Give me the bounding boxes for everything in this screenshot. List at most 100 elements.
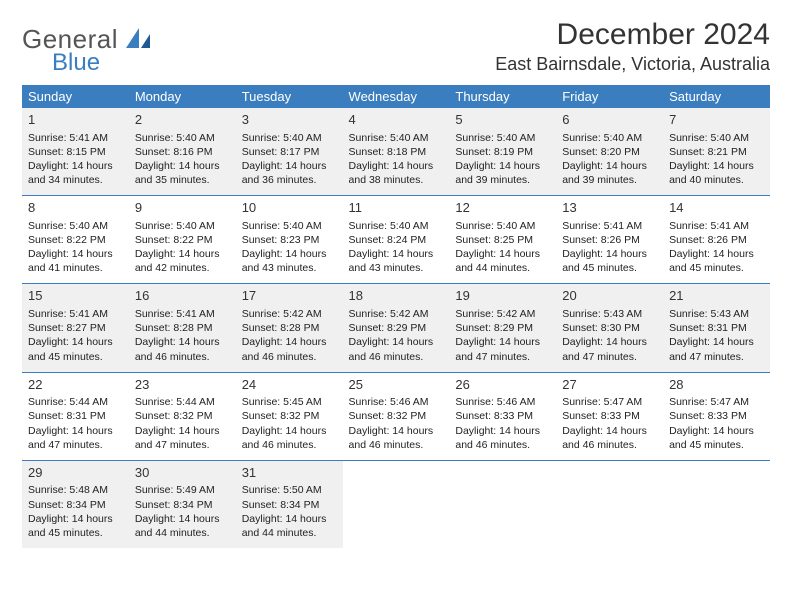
day-cell: 19Sunrise: 5:42 AMSunset: 8:29 PMDayligh… bbox=[449, 284, 556, 372]
day-cell: 29Sunrise: 5:48 AMSunset: 8:34 PMDayligh… bbox=[22, 460, 129, 548]
daylight-line: Daylight: 14 hours and 47 minutes. bbox=[562, 335, 657, 363]
sunset-line: Sunset: 8:33 PM bbox=[455, 409, 550, 423]
dow-friday: Friday bbox=[556, 85, 663, 108]
daylight-line: Daylight: 14 hours and 41 minutes. bbox=[28, 247, 123, 275]
sunrise-line: Sunrise: 5:42 AM bbox=[349, 307, 444, 321]
sunrise-line: Sunrise: 5:44 AM bbox=[135, 395, 230, 409]
day-cell: 7Sunrise: 5:40 AMSunset: 8:21 PMDaylight… bbox=[663, 108, 770, 196]
sunset-line: Sunset: 8:18 PM bbox=[349, 145, 444, 159]
sunset-line: Sunset: 8:20 PM bbox=[562, 145, 657, 159]
day-number: 19 bbox=[455, 287, 550, 305]
daylight-line: Daylight: 14 hours and 35 minutes. bbox=[135, 159, 230, 187]
dow-header-row: Sunday Monday Tuesday Wednesday Thursday… bbox=[22, 85, 770, 108]
sunset-line: Sunset: 8:21 PM bbox=[669, 145, 764, 159]
day-number: 10 bbox=[242, 199, 337, 217]
day-number: 1 bbox=[28, 111, 123, 129]
sunrise-line: Sunrise: 5:41 AM bbox=[28, 307, 123, 321]
day-cell: 15Sunrise: 5:41 AMSunset: 8:27 PMDayligh… bbox=[22, 284, 129, 372]
sunrise-line: Sunrise: 5:41 AM bbox=[669, 219, 764, 233]
day-cell: 23Sunrise: 5:44 AMSunset: 8:32 PMDayligh… bbox=[129, 372, 236, 460]
logo-sail-icon bbox=[126, 35, 152, 52]
sunrise-line: Sunrise: 5:40 AM bbox=[135, 219, 230, 233]
sunrise-line: Sunrise: 5:47 AM bbox=[562, 395, 657, 409]
day-number: 26 bbox=[455, 376, 550, 394]
sunset-line: Sunset: 8:15 PM bbox=[28, 145, 123, 159]
day-cell: 6Sunrise: 5:40 AMSunset: 8:20 PMDaylight… bbox=[556, 108, 663, 196]
dow-tuesday: Tuesday bbox=[236, 85, 343, 108]
dow-thursday: Thursday bbox=[449, 85, 556, 108]
sunset-line: Sunset: 8:28 PM bbox=[135, 321, 230, 335]
day-number: 2 bbox=[135, 111, 230, 129]
daylight-line: Daylight: 14 hours and 44 minutes. bbox=[455, 247, 550, 275]
week-row: 29Sunrise: 5:48 AMSunset: 8:34 PMDayligh… bbox=[22, 460, 770, 548]
daylight-line: Daylight: 14 hours and 43 minutes. bbox=[349, 247, 444, 275]
day-number: 28 bbox=[669, 376, 764, 394]
day-number: 25 bbox=[349, 376, 444, 394]
dow-wednesday: Wednesday bbox=[343, 85, 450, 108]
sunrise-line: Sunrise: 5:43 AM bbox=[669, 307, 764, 321]
day-cell: 14Sunrise: 5:41 AMSunset: 8:26 PMDayligh… bbox=[663, 196, 770, 284]
sunset-line: Sunset: 8:26 PM bbox=[562, 233, 657, 247]
day-number: 12 bbox=[455, 199, 550, 217]
day-number: 5 bbox=[455, 111, 550, 129]
sunset-line: Sunset: 8:22 PM bbox=[28, 233, 123, 247]
daylight-line: Daylight: 14 hours and 43 minutes. bbox=[242, 247, 337, 275]
sunset-line: Sunset: 8:33 PM bbox=[562, 409, 657, 423]
calendar-table: Sunday Monday Tuesday Wednesday Thursday… bbox=[22, 85, 770, 548]
day-cell: 17Sunrise: 5:42 AMSunset: 8:28 PMDayligh… bbox=[236, 284, 343, 372]
daylight-line: Daylight: 14 hours and 45 minutes. bbox=[669, 247, 764, 275]
sunset-line: Sunset: 8:30 PM bbox=[562, 321, 657, 335]
daylight-line: Daylight: 14 hours and 45 minutes. bbox=[28, 335, 123, 363]
sunrise-line: Sunrise: 5:48 AM bbox=[28, 483, 123, 497]
daylight-line: Daylight: 14 hours and 39 minutes. bbox=[455, 159, 550, 187]
daylight-line: Daylight: 14 hours and 45 minutes. bbox=[28, 512, 123, 540]
daylight-line: Daylight: 14 hours and 45 minutes. bbox=[669, 424, 764, 452]
day-cell: 21Sunrise: 5:43 AMSunset: 8:31 PMDayligh… bbox=[663, 284, 770, 372]
sunrise-line: Sunrise: 5:46 AM bbox=[349, 395, 444, 409]
day-number: 18 bbox=[349, 287, 444, 305]
day-number: 8 bbox=[28, 199, 123, 217]
sunset-line: Sunset: 8:16 PM bbox=[135, 145, 230, 159]
dow-sunday: Sunday bbox=[22, 85, 129, 108]
sunrise-line: Sunrise: 5:41 AM bbox=[562, 219, 657, 233]
week-row: 15Sunrise: 5:41 AMSunset: 8:27 PMDayligh… bbox=[22, 284, 770, 372]
sunrise-line: Sunrise: 5:40 AM bbox=[455, 131, 550, 145]
sunset-line: Sunset: 8:34 PM bbox=[242, 498, 337, 512]
sunset-line: Sunset: 8:27 PM bbox=[28, 321, 123, 335]
daylight-line: Daylight: 14 hours and 46 minutes. bbox=[349, 424, 444, 452]
sunset-line: Sunset: 8:32 PM bbox=[242, 409, 337, 423]
day-cell: 25Sunrise: 5:46 AMSunset: 8:32 PMDayligh… bbox=[343, 372, 450, 460]
sunset-line: Sunset: 8:31 PM bbox=[669, 321, 764, 335]
daylight-line: Daylight: 14 hours and 38 minutes. bbox=[349, 159, 444, 187]
day-cell: 16Sunrise: 5:41 AMSunset: 8:28 PMDayligh… bbox=[129, 284, 236, 372]
day-number: 22 bbox=[28, 376, 123, 394]
day-number: 7 bbox=[669, 111, 764, 129]
day-number: 4 bbox=[349, 111, 444, 129]
daylight-line: Daylight: 14 hours and 40 minutes. bbox=[669, 159, 764, 187]
day-number: 6 bbox=[562, 111, 657, 129]
day-number: 13 bbox=[562, 199, 657, 217]
sunset-line: Sunset: 8:25 PM bbox=[455, 233, 550, 247]
daylight-line: Daylight: 14 hours and 36 minutes. bbox=[242, 159, 337, 187]
day-cell: 27Sunrise: 5:47 AMSunset: 8:33 PMDayligh… bbox=[556, 372, 663, 460]
sunset-line: Sunset: 8:31 PM bbox=[28, 409, 123, 423]
sunrise-line: Sunrise: 5:44 AM bbox=[28, 395, 123, 409]
day-cell: 3Sunrise: 5:40 AMSunset: 8:17 PMDaylight… bbox=[236, 108, 343, 196]
sunset-line: Sunset: 8:23 PM bbox=[242, 233, 337, 247]
header: General Blue December 2024 East Bairnsda… bbox=[22, 18, 770, 77]
day-cell: 28Sunrise: 5:47 AMSunset: 8:33 PMDayligh… bbox=[663, 372, 770, 460]
day-number: 27 bbox=[562, 376, 657, 394]
daylight-line: Daylight: 14 hours and 47 minutes. bbox=[135, 424, 230, 452]
daylight-line: Daylight: 14 hours and 42 minutes. bbox=[135, 247, 230, 275]
sunrise-line: Sunrise: 5:40 AM bbox=[28, 219, 123, 233]
day-number: 17 bbox=[242, 287, 337, 305]
sunset-line: Sunset: 8:29 PM bbox=[349, 321, 444, 335]
day-number: 3 bbox=[242, 111, 337, 129]
page-title: December 2024 bbox=[495, 18, 770, 52]
daylight-line: Daylight: 14 hours and 44 minutes. bbox=[135, 512, 230, 540]
calendar-page: General Blue December 2024 East Bairnsda… bbox=[0, 0, 792, 562]
daylight-line: Daylight: 14 hours and 46 minutes. bbox=[455, 424, 550, 452]
sunrise-line: Sunrise: 5:40 AM bbox=[349, 219, 444, 233]
daylight-line: Daylight: 14 hours and 45 minutes. bbox=[562, 247, 657, 275]
sunset-line: Sunset: 8:34 PM bbox=[135, 498, 230, 512]
